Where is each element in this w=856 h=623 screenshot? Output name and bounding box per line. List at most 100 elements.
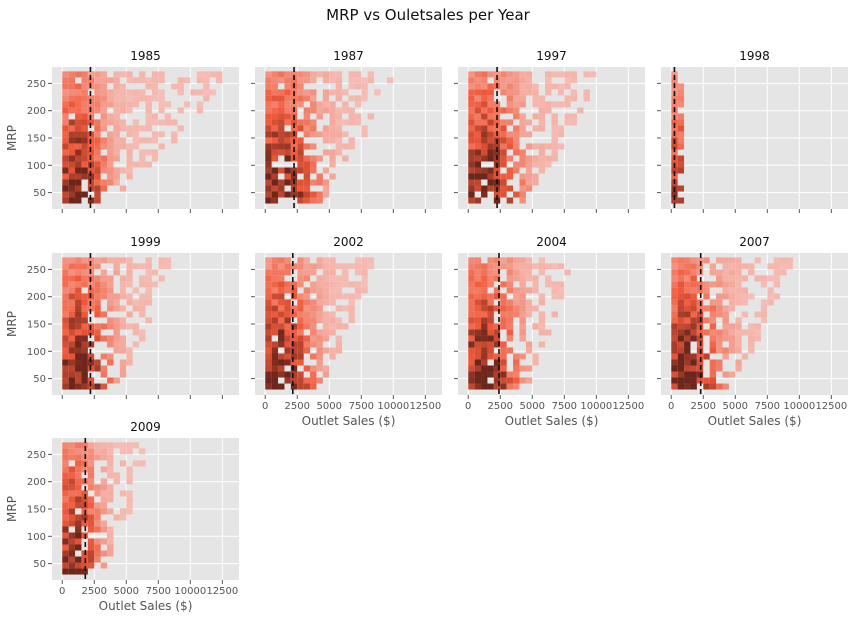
hist-cell (290, 347, 298, 354)
hist-cell (265, 71, 272, 78)
hist-cell (722, 305, 729, 312)
hist-cell (271, 371, 279, 378)
hist-cell (87, 101, 95, 108)
hist-cell (297, 155, 304, 162)
hist-cell (329, 281, 336, 288)
hist-cell (265, 281, 272, 288)
hist-cell (500, 125, 507, 132)
hist-cell (310, 71, 317, 78)
hist-cell (474, 311, 482, 318)
hist-cell (68, 167, 76, 174)
hist-cell (716, 383, 723, 390)
hist-cell (68, 95, 76, 102)
facet-title: 2004 (536, 235, 567, 249)
hist-cell (481, 281, 488, 288)
hist-cell (87, 460, 95, 467)
hist-cell (684, 383, 691, 390)
hist-cell (68, 143, 76, 150)
hist-cell (100, 83, 108, 90)
hist-cell (310, 383, 317, 390)
hist-cell (468, 275, 475, 282)
hist-cell (119, 71, 127, 78)
hist-cell (468, 173, 475, 180)
hist-cell (62, 173, 69, 180)
hist-cell (677, 281, 685, 288)
hist-cell (468, 317, 475, 324)
hist-cell (354, 119, 362, 126)
hist-cell (506, 275, 514, 282)
hist-cell (474, 335, 482, 342)
hist-cell (132, 119, 140, 126)
hist-cell (158, 101, 165, 108)
hist-cell (94, 263, 101, 270)
hist-cell (474, 185, 482, 192)
hist-cell (145, 83, 152, 90)
y-axis-label: MRP (5, 125, 19, 151)
hist-cell (519, 83, 526, 90)
hist-cell (474, 101, 482, 108)
hist-cell (709, 371, 717, 378)
hist-cell (87, 502, 95, 509)
hist-cell (75, 137, 82, 144)
hist-cell (87, 353, 95, 360)
hist-cell (316, 299, 323, 306)
hist-cell (81, 329, 88, 336)
hist-cell (703, 377, 710, 384)
hist-cell (468, 125, 475, 132)
hist-cell (297, 149, 304, 156)
hist-cell (342, 281, 349, 288)
hist-cell (303, 365, 311, 372)
hist-cell (545, 71, 552, 78)
hist-cell (481, 137, 488, 144)
hist-cell (735, 335, 742, 342)
hist-cell (87, 287, 95, 294)
hist-cell (290, 119, 298, 126)
hist-cell (100, 275, 108, 282)
hist-cell (62, 514, 69, 521)
hist-cell (519, 197, 526, 204)
hist-cell (164, 119, 172, 126)
hist-cell (297, 257, 304, 264)
hist-cell (107, 448, 114, 455)
hist-cell (68, 101, 76, 108)
hist-cell (94, 119, 101, 126)
hist-cell (493, 263, 501, 270)
hist-cell (538, 299, 546, 306)
hist-cell (703, 281, 710, 288)
hist-cell (564, 83, 571, 90)
hist-cell (513, 83, 520, 90)
hist-cell (525, 71, 533, 78)
hist-cell (310, 335, 317, 342)
hist-cell (290, 281, 298, 288)
hist-cell (690, 311, 697, 318)
hist-cell (94, 137, 101, 144)
hist-cell (671, 191, 678, 198)
hist-cell (532, 161, 539, 168)
hist-cell (703, 353, 710, 360)
hist-cell (290, 287, 298, 294)
hist-cell (75, 377, 82, 384)
hist-cell (139, 263, 146, 270)
hist-cell (316, 329, 323, 336)
hist-cell (278, 383, 285, 390)
hist-cell (100, 113, 108, 120)
hist-cell (525, 119, 533, 126)
hist-cell (75, 101, 82, 108)
hist-cell (132, 143, 140, 150)
hist-cell (551, 311, 558, 318)
hist-cell (545, 89, 552, 96)
hist-cell (284, 347, 291, 354)
hist-cell (348, 137, 355, 144)
hist-cell (119, 293, 127, 300)
hist-cell (75, 347, 82, 354)
hist-cell (68, 538, 76, 545)
hist-cell (81, 143, 88, 150)
hist-cell (684, 263, 691, 270)
hist-cell (316, 179, 323, 186)
hist-cell (335, 335, 343, 342)
hist-cell (519, 155, 526, 162)
hist-cell (290, 377, 298, 384)
hist-cell (94, 454, 101, 461)
hist-cell (119, 101, 127, 108)
hist-cell (474, 299, 482, 306)
